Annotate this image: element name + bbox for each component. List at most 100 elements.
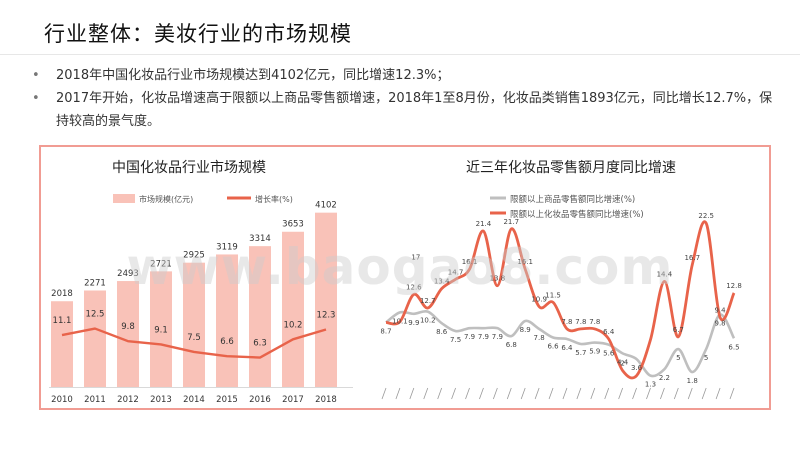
- bar: [282, 231, 304, 387]
- x-tick-mark: [506, 387, 512, 400]
- x-tick-label: 2014: [183, 395, 205, 405]
- retail-value-label: 4.4: [617, 358, 629, 366]
- x-tick-mark: [660, 387, 665, 400]
- cosmetics-value-label: 10.9: [531, 296, 547, 304]
- retail-value-label: 10.2: [420, 317, 436, 325]
- cosmetics-value-label: 16.1: [517, 258, 533, 266]
- cosmetics-value-label: 6.4: [603, 328, 615, 336]
- growth-value-label: 12.5: [86, 310, 105, 320]
- growth-value-label: 9.8: [121, 322, 135, 332]
- bar: [216, 254, 238, 387]
- cosmetics-value-label: 12.7: [420, 297, 436, 305]
- x-tick-mark: [701, 387, 707, 400]
- bullet-item: 2017年开始，化妆品增速高于限额以上商品零售额增速，2018年1至8月份，化妆…: [30, 87, 782, 133]
- retail-value-label: 6.4: [561, 344, 573, 352]
- retail-value-label: 6.8: [506, 341, 517, 349]
- bar-value-label: 4102: [315, 201, 337, 211]
- retail-value-label: 5.9: [589, 348, 600, 356]
- x-tick-mark: [534, 387, 540, 400]
- x-tick-mark: [687, 387, 693, 400]
- retail-value-label: 8.7: [380, 327, 391, 335]
- x-tick-mark: [492, 387, 498, 400]
- growth-value-label: 9.1: [154, 325, 168, 335]
- growth-value-label: 12.3: [317, 310, 336, 320]
- page-title: 行业整体：美妆行业的市场规模: [44, 22, 352, 46]
- x-tick-mark: [409, 387, 415, 400]
- growth-value-label: 6.3: [253, 339, 267, 349]
- legend-label-retail: 限额以上商品零售额同比增速(%): [510, 194, 635, 205]
- retail-value-label: 7.9: [492, 333, 503, 341]
- retail-value-label: 9.9: [408, 319, 419, 327]
- cosmetics-value-label: 11.5: [545, 291, 561, 299]
- retail-value-label: 5.6: [603, 350, 615, 358]
- left-chart-title: 中国化妆品行业市场规模: [112, 160, 266, 176]
- cosmetics-value-label: 12.6: [406, 283, 422, 291]
- retail-value-label: 5: [676, 354, 680, 362]
- legend-label-line: 增长率(%): [255, 194, 293, 204]
- x-tick-mark: [715, 387, 721, 400]
- legend-swatch-bar: [113, 194, 135, 203]
- x-tick-mark: [548, 387, 554, 400]
- cosmetics-value-label: 9.4: [715, 306, 727, 314]
- right-chart-title: 近三年化妆品零售额月度同比增速: [466, 160, 676, 176]
- cosmetics-value-label: 14.4: [657, 270, 673, 278]
- bar: [117, 281, 139, 387]
- retail-value-label: 7.5: [450, 336, 461, 344]
- cosmetics-value-label: 7.8: [575, 318, 586, 326]
- x-tick-mark: [465, 387, 470, 400]
- x-tick-mark: [618, 387, 624, 400]
- retail-value-label: 5.7: [575, 349, 586, 357]
- x-tick-mark: [632, 387, 637, 400]
- retail-value-label: 6.5: [728, 343, 739, 351]
- monthly-growth-chart: 限额以上商品零售额同比增速(%) 限额以上化妆品零售额同比增速(%) 8.710.1…: [380, 194, 742, 400]
- x-tick-label: 2015: [216, 395, 238, 405]
- x-tick-mark: [604, 387, 610, 400]
- bar-value-label: 2925: [183, 251, 205, 261]
- bar-value-label: 3653: [282, 220, 304, 230]
- charts-frame: [39, 145, 771, 410]
- cosmetics-value-label: 13.4: [434, 278, 450, 286]
- x-tick-mark: [590, 387, 596, 400]
- cosmetics-value-label: 13.8: [490, 275, 506, 283]
- bar: [183, 262, 205, 387]
- cosmetics-value-label: 21.7: [503, 218, 519, 226]
- bar: [150, 271, 172, 387]
- x-tick-mark: [576, 387, 582, 400]
- retail-value-label: 8.6: [436, 328, 448, 336]
- cosmetics-value-label: 14.7: [448, 268, 464, 276]
- bar: [249, 246, 271, 387]
- x-tick-mark: [520, 387, 526, 400]
- cosmetics-value-label: 12.8: [726, 282, 742, 290]
- x-tick-mark: [673, 387, 679, 400]
- cosmetics-value-label: 16.1: [462, 258, 478, 266]
- x-tick-mark: [646, 387, 651, 400]
- bar: [51, 301, 73, 387]
- x-tick-label: 2010: [51, 395, 73, 405]
- growth-value-label: 6.6: [220, 337, 234, 347]
- retail-value-label: 7.9: [464, 333, 475, 341]
- x-tick-label: 2013: [150, 395, 172, 405]
- x-tick-label: 2016: [249, 395, 271, 405]
- cosmetics-value-label: 6.7: [673, 326, 684, 334]
- retail-value-label: 1.8: [687, 377, 698, 385]
- x-tick-mark: [479, 387, 484, 400]
- x-tick-label: 2012: [117, 395, 139, 405]
- x-tick-mark: [451, 387, 456, 400]
- bar: [315, 212, 337, 387]
- bar: [84, 290, 106, 387]
- x-tick-label: 2018: [315, 395, 337, 405]
- cosmetics-value-label: 21.4: [476, 220, 492, 228]
- retail-value-label: 6.6: [547, 343, 559, 351]
- title-divider: [0, 54, 800, 55]
- retail-growth-line: [385, 309, 736, 378]
- retail-value-label: 5: [704, 354, 708, 362]
- x-tick-label: 2017: [282, 395, 304, 405]
- cosmetics-value-label: 17: [411, 254, 420, 262]
- cosmetics-value-label: 7.8: [589, 318, 600, 326]
- bar-value-label: 3119: [216, 242, 238, 252]
- retail-value-label: 2.2: [659, 374, 670, 382]
- cosmetics-value-label: 16.7: [684, 254, 700, 262]
- cosmetics-growth-line: [385, 220, 736, 380]
- retail-value-label: 7.9: [478, 333, 489, 341]
- bar-value-label: 2721: [150, 259, 172, 269]
